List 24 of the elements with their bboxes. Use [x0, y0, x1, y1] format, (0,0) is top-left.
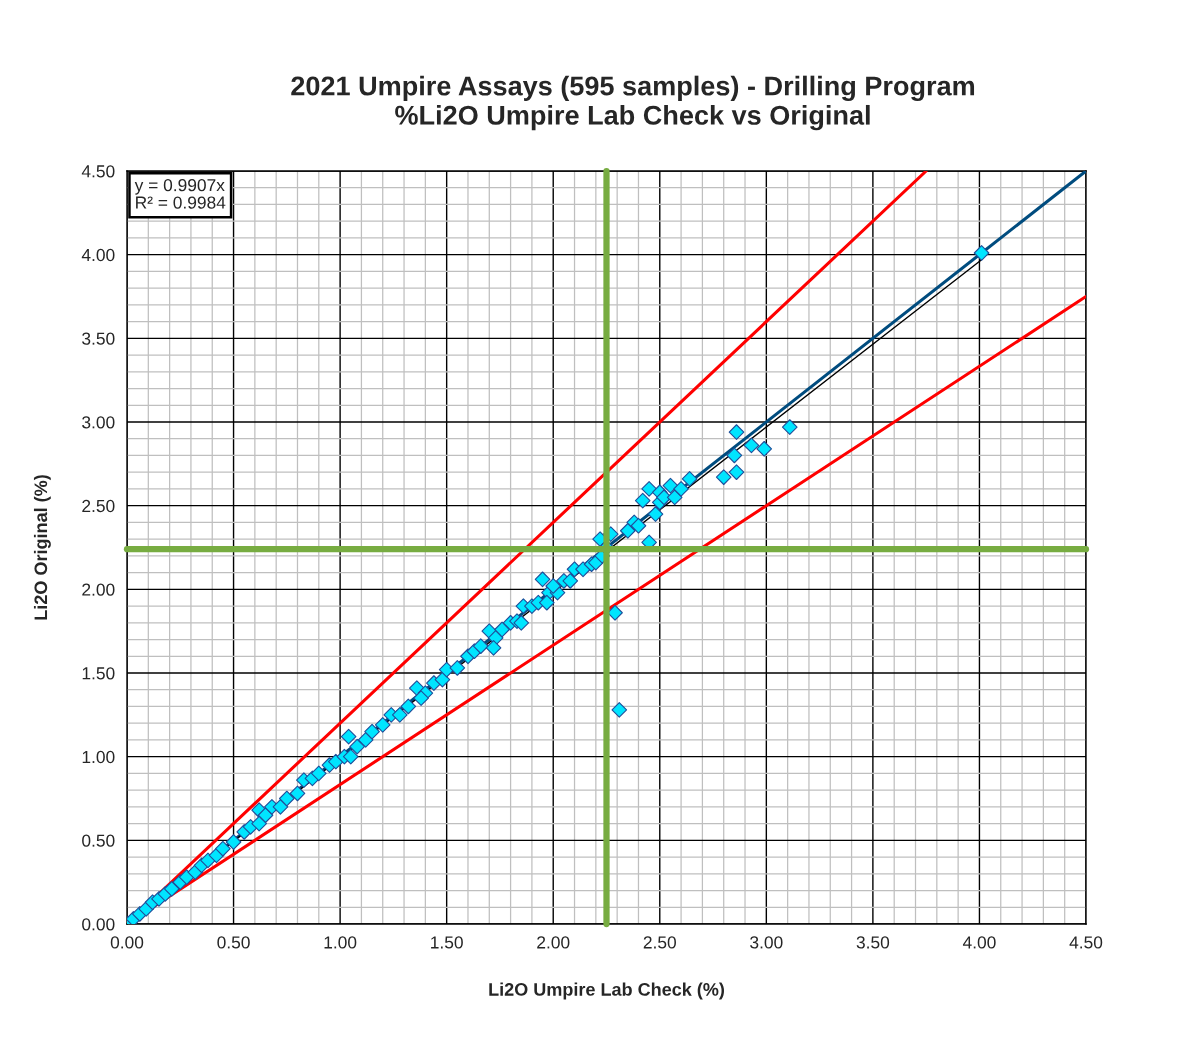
annotation: y = 0.9907x R² = 0.9984 — [134, 178, 226, 209]
y-tick-label: 4.50 — [81, 165, 115, 178]
x-tick-label: 3.00 — [750, 936, 783, 949]
y-tick-label: 3.50 — [82, 332, 115, 345]
y-tick-label: 1.50 — [82, 667, 115, 680]
x-tick-label: 0.00 — [110, 936, 144, 949]
x-axis-title: Li2O Umpire Lab Check (%) — [489, 982, 724, 1000]
x-tick-label: 4.00 — [962, 936, 996, 949]
y-tick-label: 4.00 — [81, 248, 115, 262]
x-tick-label: 1.00 — [324, 936, 357, 949]
x-tick-label: 0.50 — [217, 936, 250, 949]
y-tick-label: 2.50 — [82, 499, 115, 513]
y-tick-label: 0.00 — [82, 918, 115, 931]
chart-title: 2021 Umpire Assays (595 samples) - Drilling Program %Li2O Umpire Lab Check vs Original — [291, 75, 975, 131]
y-tick-label: 2.00 — [82, 583, 115, 596]
y-tick-label: 0.50 — [82, 834, 115, 847]
x-tick-label: 3.50 — [856, 936, 890, 949]
y-tick-label: 1.00 — [82, 750, 115, 764]
x-tick-label: 4.50 — [1069, 936, 1103, 949]
y-axis-title: Li2O Original (%) — [33, 475, 51, 620]
x-tick-label: 2.50 — [643, 936, 676, 949]
x-tick-label: 2.00 — [537, 936, 570, 949]
y-tick-label: 3.00 — [82, 416, 115, 429]
x-tick-label: 1.50 — [431, 936, 463, 949]
